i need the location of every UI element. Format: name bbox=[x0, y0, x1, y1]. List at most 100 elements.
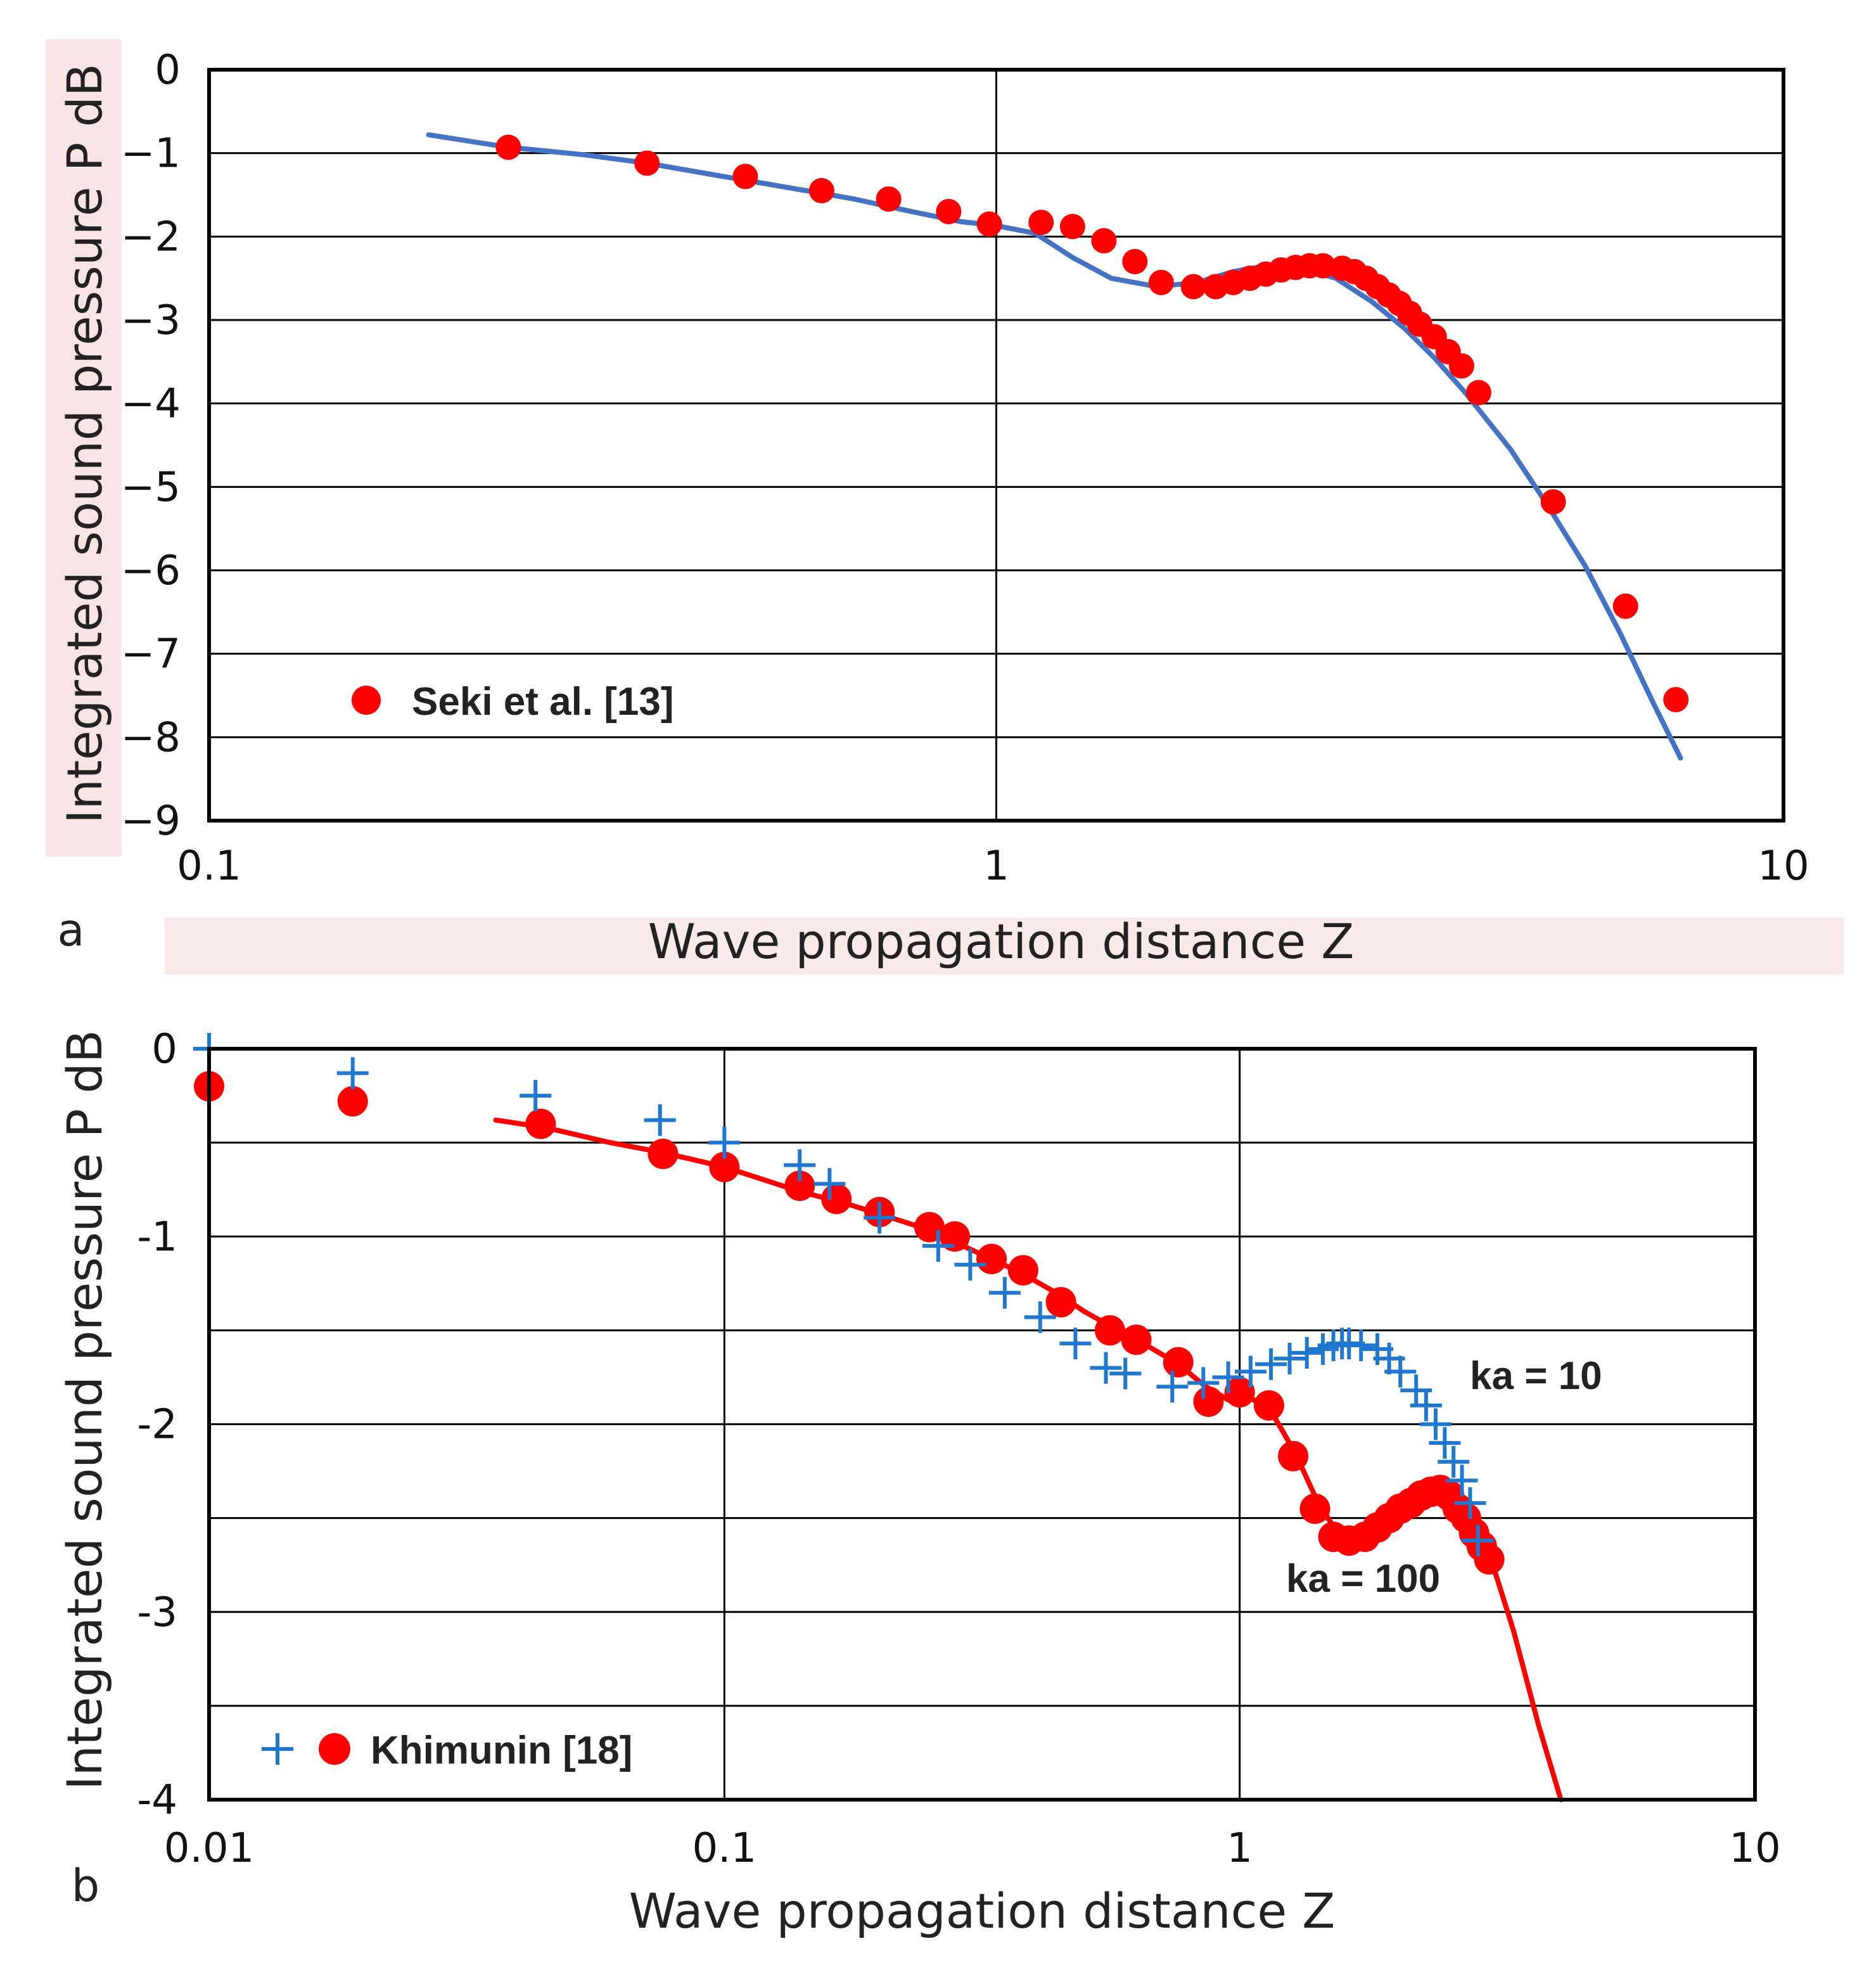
data-point-circle bbox=[1224, 1377, 1255, 1408]
data-point-circle bbox=[1045, 1286, 1076, 1317]
data-point-circle bbox=[976, 211, 1002, 237]
y-tick-label: −3 bbox=[121, 297, 181, 344]
data-point-circle bbox=[337, 1086, 368, 1117]
data-point-plus bbox=[1187, 1367, 1220, 1399]
panel-a-legend: Seki et al. [13] bbox=[352, 680, 674, 724]
y-tick-label: -2 bbox=[137, 1402, 177, 1449]
data-point-circle bbox=[1663, 687, 1689, 713]
x-tick-label: 10 bbox=[1729, 1825, 1780, 1872]
data-point-plus bbox=[1212, 1361, 1244, 1393]
data-point-circle bbox=[876, 186, 902, 212]
panel-a-xlabel-highlight bbox=[165, 918, 1844, 975]
panel-b-chart: 0 -1 -2 -3 -4 0.01 0.1 1 10 ka = 10 ka = 100 Kh… bbox=[56, 1026, 1781, 1939]
data-point-plus bbox=[1255, 1348, 1287, 1380]
data-point-circle bbox=[495, 134, 521, 160]
annotation-ka-10: ka = 10 bbox=[1470, 1354, 1602, 1398]
panel-a-y-axis-title: Integrated sound pressure P dB bbox=[56, 63, 113, 824]
panel-b-y-ticks: 0 -1 -2 -3 -4 bbox=[137, 1026, 177, 1824]
x-tick-label: 0.01 bbox=[164, 1825, 255, 1872]
data-point-circle bbox=[936, 198, 962, 224]
data-point-circle bbox=[732, 163, 758, 189]
data-point-circle bbox=[1193, 1386, 1224, 1417]
data-point-circle bbox=[1253, 1390, 1284, 1421]
data-point-circle bbox=[1310, 253, 1336, 279]
panel-b-plot-frame bbox=[207, 1047, 1757, 1802]
data-point-plus bbox=[1090, 1352, 1122, 1384]
data-point-plus bbox=[1273, 1342, 1306, 1374]
panel-b-legend-circle-marker bbox=[319, 1733, 350, 1765]
data-point-plus bbox=[814, 1168, 846, 1200]
data-point-plus bbox=[1446, 1464, 1478, 1497]
panel-b-legend-label: Khimunin [18] bbox=[371, 1729, 632, 1772]
panel-b-legend: Khimunin [18] bbox=[262, 1729, 632, 1772]
data-point-circle bbox=[784, 1170, 815, 1201]
y-tick-label: −6 bbox=[121, 548, 181, 594]
data-point-circle bbox=[976, 1243, 1007, 1274]
panel-a-ylabel-highlight bbox=[46, 39, 122, 857]
data-point-plus bbox=[1059, 1328, 1092, 1360]
data-point-plus bbox=[1384, 1355, 1417, 1388]
data-point-circle bbox=[808, 177, 834, 203]
data-point-circle bbox=[1180, 274, 1206, 300]
data-point-circle bbox=[821, 1184, 852, 1214]
data-point-plus bbox=[336, 1057, 369, 1089]
y-tick-label: −1 bbox=[121, 131, 181, 177]
panel-b-x-ticks: 0.01 0.1 1 10 bbox=[164, 1825, 1781, 1872]
data-point-plus bbox=[1234, 1355, 1267, 1388]
panel-b-series bbox=[193, 1033, 1564, 1802]
data-point-circle bbox=[1163, 1347, 1194, 1378]
y-tick-label: -3 bbox=[137, 1589, 177, 1636]
data-point-circle bbox=[1448, 353, 1474, 379]
data-point-plus bbox=[644, 1104, 676, 1136]
data-point-plus bbox=[1419, 1408, 1452, 1440]
data-point-circle bbox=[1094, 1315, 1125, 1346]
data-point-circle bbox=[1121, 1324, 1152, 1355]
panel-b-y-axis-title: Integrated sound pressure P dB bbox=[56, 1030, 113, 1790]
data-point-plus bbox=[1291, 1336, 1323, 1369]
data-point-circle bbox=[1465, 380, 1491, 406]
y-tick-label: -1 bbox=[137, 1214, 177, 1260]
panel-a-legend-marker bbox=[352, 686, 381, 715]
data-point-plus bbox=[1438, 1445, 1470, 1478]
data-point-circle bbox=[709, 1151, 740, 1182]
data-point-plus bbox=[1410, 1389, 1442, 1421]
data-point-circle bbox=[525, 1108, 556, 1139]
x-tick-label: 1 bbox=[983, 843, 1009, 890]
data-point-plus bbox=[922, 1230, 954, 1262]
panel-a-x-axis-title: Wave propagation distance Z bbox=[648, 913, 1355, 970]
data-point-circle bbox=[1007, 1255, 1038, 1286]
data-point-plus bbox=[1429, 1427, 1461, 1459]
y-tick-label: 0 bbox=[151, 1026, 177, 1073]
data-point-circle bbox=[1278, 1440, 1309, 1471]
data-point-circle bbox=[1540, 489, 1566, 515]
panel-a-plot-frame bbox=[207, 68, 1785, 823]
panel-a-letter: a bbox=[58, 904, 85, 956]
data-point-plus bbox=[708, 1127, 741, 1159]
panel-a-x-ticks: 0.1 1 10 bbox=[177, 843, 1809, 890]
data-point-plus bbox=[988, 1277, 1021, 1309]
x-tick-label: 0.1 bbox=[692, 1825, 756, 1872]
panel-a-legend-label: Seki et al. [13] bbox=[412, 680, 674, 724]
data-point-circle bbox=[1299, 1493, 1330, 1524]
y-tick-label: −9 bbox=[121, 798, 181, 845]
data-point-plus bbox=[520, 1080, 552, 1112]
y-tick-label: −4 bbox=[121, 381, 181, 428]
panel-b-letter: b bbox=[72, 1860, 99, 1912]
data-point-plus bbox=[864, 1201, 896, 1234]
x-tick-label: 10 bbox=[1758, 843, 1809, 890]
data-point-circle bbox=[1059, 214, 1085, 240]
y-tick-label: −2 bbox=[121, 214, 181, 260]
y-tick-label: −7 bbox=[121, 631, 181, 678]
data-point-plus bbox=[1109, 1357, 1142, 1390]
data-point-plus bbox=[1024, 1301, 1056, 1333]
data-point-plus bbox=[954, 1248, 986, 1281]
y-tick-label: 0 bbox=[155, 47, 181, 94]
data-point-circle bbox=[1122, 248, 1148, 274]
panel-a-y-ticks: 0 −1 −2 −3 −4 −5 −6 −7 −8 −9 bbox=[121, 47, 181, 845]
data-point-plus bbox=[1345, 1329, 1377, 1362]
data-point-plus bbox=[1156, 1371, 1189, 1403]
annotation-ka-100: ka = 100 bbox=[1286, 1557, 1440, 1601]
data-point-circle bbox=[648, 1138, 679, 1169]
